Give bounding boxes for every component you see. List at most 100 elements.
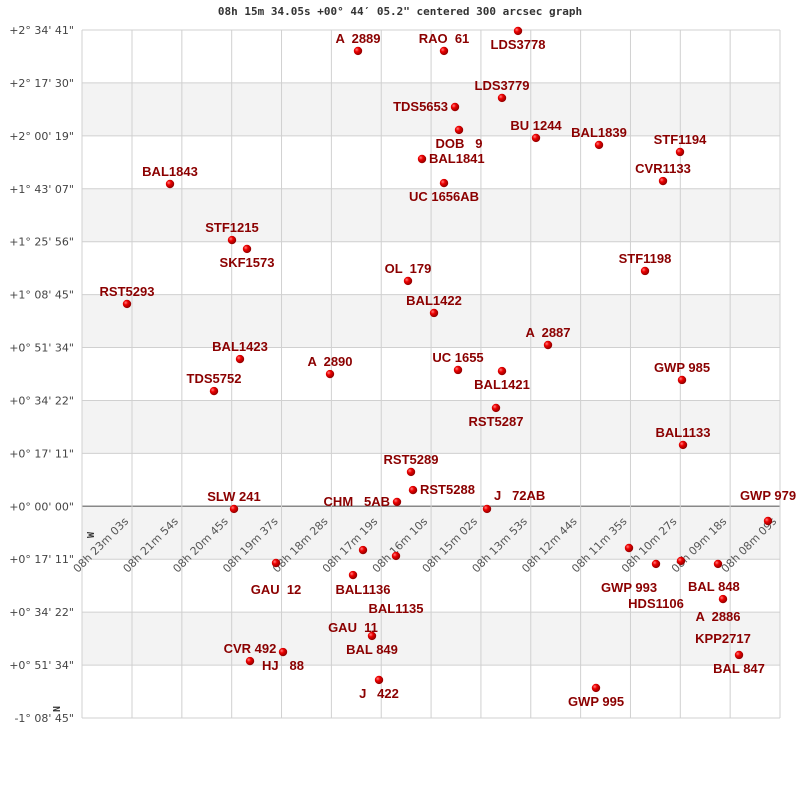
star-point[interactable]: STF1198 bbox=[619, 251, 672, 276]
star-point[interactable]: BAL 848 bbox=[676, 556, 740, 594]
star-marker[interactable] bbox=[678, 440, 688, 450]
star-point[interactable]: BAL1839 bbox=[571, 125, 627, 150]
star-marker[interactable] bbox=[453, 365, 463, 375]
star-point[interactable]: BAL1422 bbox=[406, 293, 462, 318]
star-marker[interactable] bbox=[417, 154, 427, 164]
star-point[interactable]: BAL1843 bbox=[142, 164, 198, 189]
star-point[interactable]: RST5289 bbox=[384, 452, 439, 477]
star-marker[interactable] bbox=[348, 570, 358, 580]
star-point[interactable]: A 2889 bbox=[335, 31, 381, 56]
star-marker[interactable] bbox=[325, 369, 335, 379]
star-point[interactable]: SKF1573 bbox=[220, 244, 275, 270]
star-marker[interactable] bbox=[591, 683, 601, 693]
star-point[interactable]: STF1215 bbox=[205, 220, 259, 245]
star-point[interactable]: GAU 11 bbox=[328, 570, 378, 635]
star-marker[interactable] bbox=[165, 179, 175, 189]
star-point[interactable]: BAL1133 bbox=[656, 425, 711, 450]
star-point[interactable]: BU 1244 bbox=[510, 118, 562, 143]
star-label: GWP 985 bbox=[654, 360, 710, 375]
star-marker[interactable] bbox=[406, 467, 416, 477]
star-point[interactable]: J 72AB bbox=[482, 488, 546, 514]
y-tick-label: +0° 34' 22" bbox=[9, 394, 74, 407]
star-marker[interactable] bbox=[271, 558, 281, 568]
star-marker[interactable] bbox=[497, 93, 507, 103]
star-point[interactable]: GAU 12 bbox=[251, 558, 302, 597]
star-marker[interactable] bbox=[513, 26, 523, 36]
star-point[interactable]: HJ 88 bbox=[262, 647, 304, 673]
star-marker[interactable] bbox=[454, 125, 464, 135]
star-point[interactable]: GWP 993 bbox=[601, 543, 657, 595]
star-point[interactable]: SLW 241 bbox=[207, 489, 261, 514]
star-marker[interactable] bbox=[713, 559, 723, 569]
star-point[interactable]: BAL 849 bbox=[346, 631, 398, 657]
star-point[interactable]: BAL1135 bbox=[369, 551, 424, 616]
star-point[interactable]: GWP 979 bbox=[740, 488, 796, 526]
star-point[interactable]: GWP 995 bbox=[568, 683, 624, 709]
star-marker[interactable] bbox=[624, 543, 634, 553]
star-point[interactable]: LDS3778 bbox=[491, 26, 546, 52]
star-marker[interactable] bbox=[677, 375, 687, 385]
star-point[interactable]: UC 1655 bbox=[432, 350, 484, 375]
star-marker[interactable] bbox=[367, 631, 377, 641]
star-point[interactable]: RST5293 bbox=[100, 284, 155, 309]
star-marker[interactable] bbox=[439, 46, 449, 56]
star-marker[interactable] bbox=[543, 340, 553, 350]
star-point[interactable]: BAL1421 bbox=[474, 366, 530, 392]
star-marker[interactable] bbox=[676, 556, 686, 566]
star-point[interactable]: A 2887 bbox=[525, 325, 571, 350]
star-marker[interactable] bbox=[391, 551, 401, 561]
star-marker[interactable] bbox=[491, 403, 501, 413]
star-marker[interactable] bbox=[675, 147, 685, 157]
star-marker[interactable] bbox=[278, 647, 288, 657]
star-point[interactable]: CHM 5AB bbox=[324, 494, 402, 509]
star-marker[interactable] bbox=[245, 656, 255, 666]
star-marker[interactable] bbox=[229, 504, 239, 514]
star-marker[interactable] bbox=[763, 516, 773, 526]
star-marker[interactable] bbox=[408, 485, 418, 495]
star-point[interactable]: TDS5653 bbox=[393, 99, 460, 114]
star-marker[interactable] bbox=[358, 545, 368, 555]
star-point[interactable]: UC 1656AB bbox=[409, 178, 479, 204]
star-marker[interactable] bbox=[242, 244, 252, 254]
star-point[interactable]: BAL1136 bbox=[336, 545, 391, 597]
star-point[interactable]: RAO 61 bbox=[419, 31, 470, 56]
star-marker[interactable] bbox=[429, 308, 439, 318]
star-point[interactable]: BAL1841 bbox=[417, 151, 485, 166]
star-point[interactable]: A 2886 bbox=[695, 559, 741, 624]
star-marker[interactable] bbox=[734, 650, 744, 660]
star-marker[interactable] bbox=[594, 140, 604, 150]
star-marker[interactable] bbox=[227, 235, 237, 245]
star-marker[interactable] bbox=[531, 133, 541, 143]
star-point[interactable]: TDS5752 bbox=[187, 371, 242, 396]
star-marker[interactable] bbox=[450, 102, 460, 112]
star-marker[interactable] bbox=[235, 354, 245, 364]
star-point[interactable]: CVR1133 bbox=[635, 161, 691, 186]
star-point[interactable]: A 2890 bbox=[307, 354, 353, 379]
star-point[interactable]: RST5287 bbox=[469, 403, 524, 429]
star-point[interactable]: LDS3779 bbox=[475, 78, 530, 103]
star-marker[interactable] bbox=[122, 299, 132, 309]
star-marker[interactable] bbox=[640, 266, 650, 276]
star-marker[interactable] bbox=[497, 366, 507, 376]
star-point[interactable]: BAL 847 bbox=[713, 650, 765, 676]
star-point[interactable]: CVR 492 bbox=[224, 641, 277, 666]
star-marker[interactable] bbox=[403, 276, 413, 286]
star-marker[interactable] bbox=[651, 559, 661, 569]
star-marker[interactable] bbox=[209, 386, 219, 396]
star-marker[interactable] bbox=[718, 594, 728, 604]
star-marker[interactable] bbox=[482, 504, 492, 514]
star-marker[interactable] bbox=[439, 178, 449, 188]
star-marker[interactable] bbox=[353, 46, 363, 56]
star-point[interactable]: J 422 bbox=[359, 675, 399, 701]
star-point[interactable]: HDS1106 bbox=[628, 559, 684, 611]
star-point[interactable]: DOB 9 bbox=[436, 125, 483, 151]
star-marker[interactable] bbox=[374, 675, 384, 685]
star-point[interactable]: STF1194 bbox=[654, 132, 708, 157]
star-point[interactable]: OL 179 bbox=[385, 261, 432, 286]
star-point[interactable]: GWP 985 bbox=[654, 360, 710, 385]
star-marker[interactable] bbox=[392, 497, 402, 507]
star-point[interactable]: KPP2717 bbox=[695, 594, 751, 646]
star-point[interactable]: BAL1423 bbox=[212, 339, 268, 364]
star-marker[interactable] bbox=[658, 176, 668, 186]
star-point[interactable]: RST5288 bbox=[408, 482, 475, 497]
